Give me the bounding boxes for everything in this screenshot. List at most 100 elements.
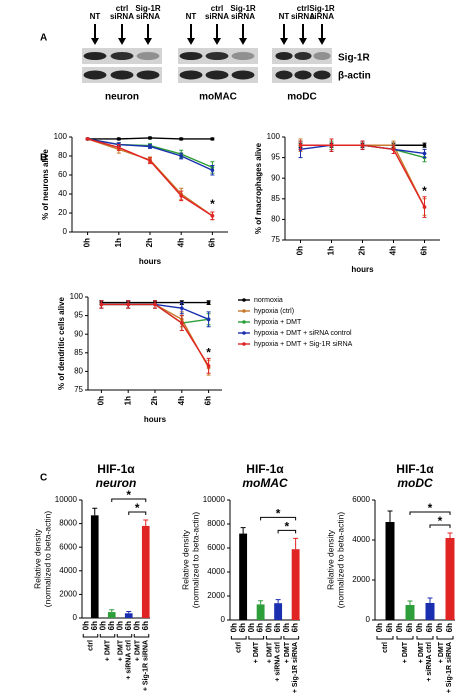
legend-marker — [242, 320, 246, 324]
bar — [445, 538, 455, 620]
point — [153, 302, 157, 307]
y-tick-label: 2000 — [352, 575, 370, 584]
group-bracket — [230, 636, 247, 640]
x-tick-label: 4h — [177, 396, 186, 405]
group-label: + DMT — [104, 639, 111, 661]
x-tick-label: 6h — [291, 623, 300, 632]
group-label: ctrl — [87, 640, 94, 651]
arrow-head — [91, 38, 99, 45]
group-label: + siRNA ctrl — [426, 642, 433, 682]
y-tick-label: 6000 — [207, 543, 225, 552]
group-label: ctrl — [382, 642, 389, 653]
group-label: + DMT — [267, 641, 274, 663]
cell-label: moMAC — [199, 92, 237, 103]
legend-marker — [242, 309, 246, 313]
cell-label: moDC — [287, 92, 316, 103]
bar — [291, 549, 300, 620]
x-tick-label: 6h — [405, 623, 414, 632]
x-tick-label: 0h — [98, 621, 107, 630]
group-label: + siRNA ctrl — [275, 642, 282, 682]
point — [206, 364, 211, 368]
band — [136, 70, 160, 80]
group-bracket — [116, 634, 133, 638]
significance-bracket — [128, 511, 147, 516]
y-tick-label: 8000 — [59, 519, 77, 528]
point — [180, 306, 184, 310]
lane-label: siRNA — [291, 12, 315, 21]
band — [231, 70, 255, 80]
bar — [239, 533, 248, 620]
x-tick-label: 0h — [83, 238, 92, 247]
bar — [425, 603, 435, 620]
y-tick-label: 85 — [271, 194, 280, 203]
point — [360, 143, 365, 148]
point — [179, 194, 183, 198]
y-tick-label: 80 — [58, 151, 67, 160]
legend-marker — [242, 331, 246, 335]
x-tick-label: 0h — [229, 623, 238, 632]
lane-label: ctrl — [297, 4, 309, 13]
significance-label: * — [428, 501, 433, 515]
legend-label: hypoxia + DMT + siRNA control — [254, 330, 352, 337]
lane-label: siRNA — [231, 12, 255, 21]
x-tick-label: 2h — [358, 246, 367, 255]
band — [313, 70, 331, 80]
bar — [90, 515, 99, 618]
band — [83, 52, 107, 60]
lane-label: siRNA — [110, 12, 134, 21]
group-label: + DMT — [418, 641, 425, 663]
x-tick-label: 1h — [114, 238, 123, 247]
significance-bracket — [111, 498, 147, 503]
panel-label: B — [40, 153, 47, 164]
point — [206, 317, 211, 322]
x-tick-label: 6h — [385, 623, 394, 632]
point — [422, 151, 427, 156]
y-tick-label: 60 — [58, 170, 67, 179]
x-tick-label: 0h — [132, 621, 141, 630]
x-tick-label: 0h — [282, 623, 291, 632]
y-tick-label: 85 — [74, 348, 83, 357]
group-bracket — [283, 636, 300, 640]
group-label: + Sig-1R siRNA — [292, 642, 299, 693]
series-line — [101, 303, 210, 367]
bar — [274, 603, 283, 620]
chart-title: HIF-1α — [97, 462, 135, 476]
x-tick-label: 6h — [208, 238, 217, 247]
group-bracket — [133, 634, 150, 638]
significance-label: * — [135, 501, 140, 515]
lane-label: NT — [279, 12, 290, 21]
lane-label: siRNA — [136, 12, 160, 21]
lane-label: ctrl — [211, 4, 223, 13]
error-bar — [427, 597, 433, 603]
y-tick-label: 4000 — [352, 535, 370, 544]
band — [294, 52, 312, 60]
lane-label: siRNA — [205, 12, 229, 21]
y-tick-label: 8000 — [207, 519, 225, 528]
band — [110, 70, 134, 80]
group-label: + Sig-1R siRNA — [446, 642, 453, 693]
y-tick-label: 95 — [271, 153, 280, 162]
group-bracket — [248, 636, 265, 640]
x-tick-label: 0h — [97, 396, 106, 405]
chart-title: HIF-1α — [246, 462, 284, 476]
legend-marker — [242, 298, 246, 302]
significance-label: * — [438, 514, 443, 528]
cell-label: neuron — [105, 92, 139, 103]
band — [275, 52, 293, 60]
point — [117, 145, 121, 150]
panel-label: C — [40, 473, 47, 484]
arrow-head — [239, 38, 247, 45]
point — [329, 143, 334, 148]
lane-label: NT — [90, 12, 101, 21]
point — [422, 143, 427, 148]
x-tick-label: 1h — [123, 396, 132, 405]
y-tick-label: 0 — [63, 227, 68, 236]
x-axis-label: hours — [144, 415, 167, 424]
significance-bracket — [277, 529, 297, 534]
y-tick-label: 10000 — [203, 495, 226, 504]
group-label: + DMT — [284, 641, 291, 663]
legend-label: normoxia — [254, 297, 283, 304]
arrow-head — [187, 38, 195, 45]
band — [231, 52, 255, 60]
